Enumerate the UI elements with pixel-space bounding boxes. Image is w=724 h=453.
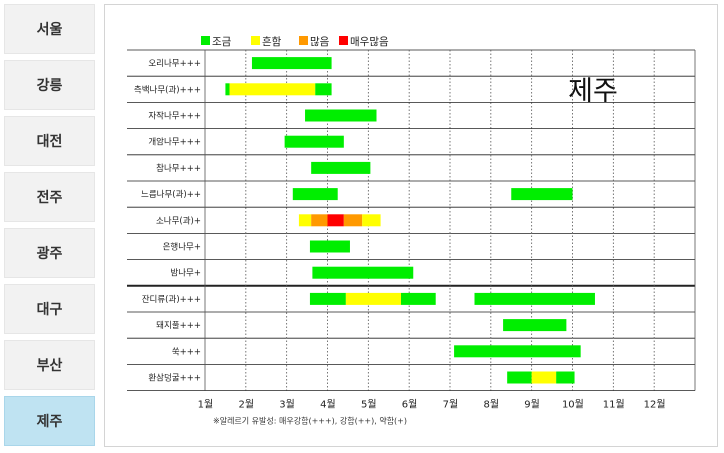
pollen-bar-low [284, 135, 344, 148]
x-tick-label: 4월 [320, 399, 336, 411]
x-tick-label: 12월 [644, 399, 666, 411]
pollen-bar-low [309, 240, 350, 253]
x-tick-label: 9월 [524, 399, 540, 411]
legend-swatch-low [201, 36, 210, 45]
x-tick-label: 2월 [238, 399, 254, 411]
plant-label: 쑥+++ [172, 347, 201, 357]
plant-label: 느릅나무(과)++ [141, 190, 201, 200]
x-tick-label: 7월 [443, 399, 459, 411]
pollen-bar-low [305, 109, 377, 122]
plant-label: 환삼덩굴+++ [148, 373, 201, 384]
pollen-bar-low [511, 188, 573, 201]
pollen-bar-common [345, 292, 401, 305]
x-tick-label: 10월 [562, 399, 584, 411]
city-button-4[interactable]: 광주 [4, 228, 95, 278]
x-tick-label: 11월 [603, 399, 625, 411]
legend-swatch-many [299, 36, 308, 45]
pollen-bar-low [474, 292, 595, 305]
legend-swatch-common [251, 36, 260, 45]
city-button-3[interactable]: 전주 [4, 172, 95, 222]
city-button-1[interactable]: 강릉 [4, 60, 95, 110]
allergy-footnote: ※알레르기 유발성: 매우강함(+++), 강함(++), 약함(+) [213, 416, 407, 426]
pollen-bar-common [229, 83, 316, 96]
plant-label: 측백나무(과)+++ [134, 84, 201, 95]
x-tick-label: 1월 [198, 399, 214, 411]
legend-label-common: 흔함 [262, 35, 282, 48]
city-button-5[interactable]: 대구 [4, 284, 95, 334]
legend-label-low: 조금 [212, 36, 232, 48]
pollen-bar-low [401, 292, 436, 305]
x-tick-label: 3월 [279, 399, 295, 411]
legend-swatch-very_many [339, 36, 348, 45]
pollen-bar-low [292, 188, 338, 201]
pollen-bar-low [503, 319, 567, 332]
x-tick-label: 8월 [483, 399, 499, 411]
legend-label-many: 많음 [310, 36, 330, 48]
city-button-2[interactable]: 대전 [4, 116, 95, 166]
pollen-bar-common [531, 371, 557, 384]
pollen-bar-common [298, 214, 312, 227]
plant-label: 개암나무+++ [148, 137, 201, 148]
plant-label: 잔디류(과)+++ [142, 294, 201, 305]
pollen-bar-common [362, 214, 381, 227]
pollen-bar-many [311, 214, 328, 227]
city-button-7[interactable]: 제주 [4, 396, 95, 446]
plant-label: 오리나무+++ [148, 59, 201, 69]
pollen-bar-low [251, 57, 332, 70]
pollen-bar-very_many [327, 214, 344, 227]
pollen-bar-low [454, 345, 581, 358]
legend-label-very_many: 매우많음 [350, 36, 389, 48]
plant-label: 참나무+++ [156, 164, 201, 174]
pollen-bar-low [315, 83, 332, 96]
city-button-6[interactable]: 부산 [4, 340, 95, 390]
city-title: 제주 [568, 76, 618, 107]
city-button-0[interactable]: 서울 [4, 4, 95, 54]
pollen-bar-low [556, 371, 575, 384]
plant-label: 자작나무+++ [148, 111, 201, 122]
plant-label: 소나무(과)+ [156, 216, 201, 226]
plant-label: 은행나무+ [163, 242, 201, 253]
pollen-bar-low [309, 292, 346, 305]
pollen-bar-low [311, 161, 371, 174]
plant-label: 밤나무+ [170, 268, 201, 279]
pollen-bar-low [507, 371, 532, 384]
pollen-bar-many [343, 214, 363, 227]
x-tick-label: 5월 [361, 399, 377, 411]
pollen-bar-low [225, 83, 230, 96]
x-tick-label: 6월 [402, 399, 418, 411]
plant-label: 돼지풀+++ [156, 321, 201, 331]
pollen-bar-low [312, 266, 414, 279]
